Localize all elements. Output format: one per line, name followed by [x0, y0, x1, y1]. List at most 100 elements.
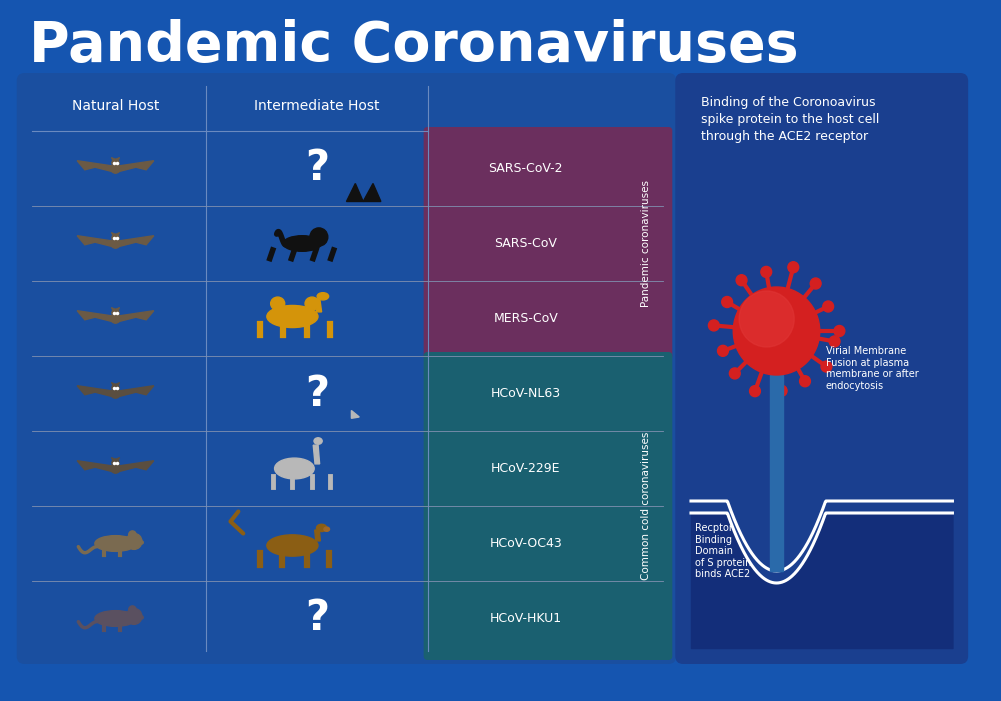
Text: Intermediate Host: Intermediate Host	[254, 99, 379, 113]
Circle shape	[730, 368, 740, 379]
Circle shape	[788, 261, 799, 273]
Polygon shape	[116, 233, 119, 236]
Polygon shape	[115, 161, 154, 172]
Text: Virial Membrane
Fusion at plasma
membrane or after
endocytosis: Virial Membrane Fusion at plasma membran…	[826, 346, 918, 390]
Polygon shape	[116, 458, 119, 461]
Polygon shape	[77, 161, 115, 172]
Text: ?: ?	[305, 147, 329, 189]
Circle shape	[111, 239, 120, 248]
Circle shape	[112, 384, 119, 391]
Polygon shape	[77, 461, 115, 472]
Polygon shape	[774, 375, 779, 571]
Ellipse shape	[267, 535, 318, 556]
Text: HCoV-HKU1: HCoV-HKU1	[489, 612, 562, 625]
Text: Pandemic coronaviruses: Pandemic coronaviruses	[642, 180, 652, 307]
FancyBboxPatch shape	[423, 127, 673, 360]
Text: HCoV-OC43: HCoV-OC43	[489, 537, 563, 550]
Ellipse shape	[267, 306, 318, 327]
Polygon shape	[77, 386, 115, 397]
Ellipse shape	[95, 611, 136, 627]
Circle shape	[129, 606, 136, 613]
Text: MERS-CoV: MERS-CoV	[493, 312, 559, 325]
Circle shape	[112, 159, 119, 166]
Circle shape	[829, 336, 840, 347]
Text: Common cold coronaviruses: Common cold coronaviruses	[642, 432, 652, 580]
Text: HCoV-229E: HCoV-229E	[491, 462, 561, 475]
Circle shape	[800, 376, 811, 387]
Polygon shape	[779, 375, 782, 571]
Text: SARS-CoV: SARS-CoV	[494, 237, 558, 250]
Polygon shape	[351, 411, 359, 418]
Polygon shape	[116, 158, 119, 161]
Polygon shape	[314, 530, 320, 541]
Circle shape	[112, 309, 119, 316]
Circle shape	[111, 464, 120, 473]
Ellipse shape	[138, 540, 143, 545]
Polygon shape	[111, 233, 115, 236]
Text: Binding of the Coronoavirus
spike protein to the host cell
through the ACE2 rece: Binding of the Coronoavirus spike protei…	[701, 96, 879, 143]
Circle shape	[734, 287, 820, 375]
Polygon shape	[111, 383, 115, 386]
FancyBboxPatch shape	[676, 73, 968, 664]
Circle shape	[821, 361, 832, 372]
Ellipse shape	[270, 297, 284, 310]
Polygon shape	[346, 184, 363, 201]
Polygon shape	[116, 308, 119, 311]
Circle shape	[718, 346, 729, 356]
Circle shape	[739, 291, 794, 347]
Ellipse shape	[274, 458, 314, 479]
Circle shape	[112, 459, 119, 466]
FancyBboxPatch shape	[17, 73, 677, 664]
Circle shape	[129, 531, 136, 538]
FancyBboxPatch shape	[423, 352, 673, 660]
Circle shape	[776, 386, 787, 396]
Text: HCoV-NL63: HCoV-NL63	[490, 387, 561, 400]
Polygon shape	[111, 458, 115, 461]
Circle shape	[823, 301, 834, 312]
Polygon shape	[781, 375, 783, 571]
Polygon shape	[363, 184, 380, 201]
Polygon shape	[115, 236, 154, 247]
Polygon shape	[315, 299, 321, 312]
Text: Pandemic Coronaviruses: Pandemic Coronaviruses	[29, 19, 799, 73]
Ellipse shape	[95, 536, 136, 552]
Text: ?: ?	[305, 372, 329, 414]
Text: Natural Host: Natural Host	[72, 99, 159, 113]
Ellipse shape	[316, 524, 326, 531]
Circle shape	[810, 278, 821, 289]
Text: ?: ?	[305, 597, 329, 639]
Circle shape	[761, 266, 772, 278]
Circle shape	[709, 320, 720, 331]
Text: SARS-CoV-2: SARS-CoV-2	[488, 162, 564, 175]
Circle shape	[126, 608, 142, 625]
Circle shape	[111, 389, 120, 398]
Text: Recptor
Binding
Domain
of S protein
binds ACE2: Recptor Binding Domain of S protein bind…	[695, 523, 752, 580]
Polygon shape	[115, 386, 154, 397]
Circle shape	[111, 314, 120, 323]
Polygon shape	[116, 383, 119, 386]
Polygon shape	[772, 375, 775, 571]
Polygon shape	[115, 461, 154, 472]
Ellipse shape	[317, 292, 328, 300]
Polygon shape	[77, 311, 115, 322]
Polygon shape	[111, 158, 115, 161]
Circle shape	[126, 533, 142, 550]
Circle shape	[834, 325, 845, 336]
Circle shape	[310, 228, 327, 246]
Polygon shape	[115, 311, 154, 322]
Ellipse shape	[324, 527, 329, 531]
Ellipse shape	[314, 437, 322, 444]
Polygon shape	[111, 308, 115, 311]
Ellipse shape	[305, 297, 319, 310]
Polygon shape	[771, 375, 772, 571]
Polygon shape	[773, 375, 781, 571]
Circle shape	[750, 386, 761, 397]
Circle shape	[111, 164, 120, 173]
Circle shape	[112, 234, 119, 241]
Ellipse shape	[283, 236, 321, 251]
Ellipse shape	[138, 615, 143, 620]
Polygon shape	[77, 236, 115, 247]
Circle shape	[736, 275, 747, 286]
Polygon shape	[313, 445, 319, 464]
Circle shape	[722, 297, 733, 308]
